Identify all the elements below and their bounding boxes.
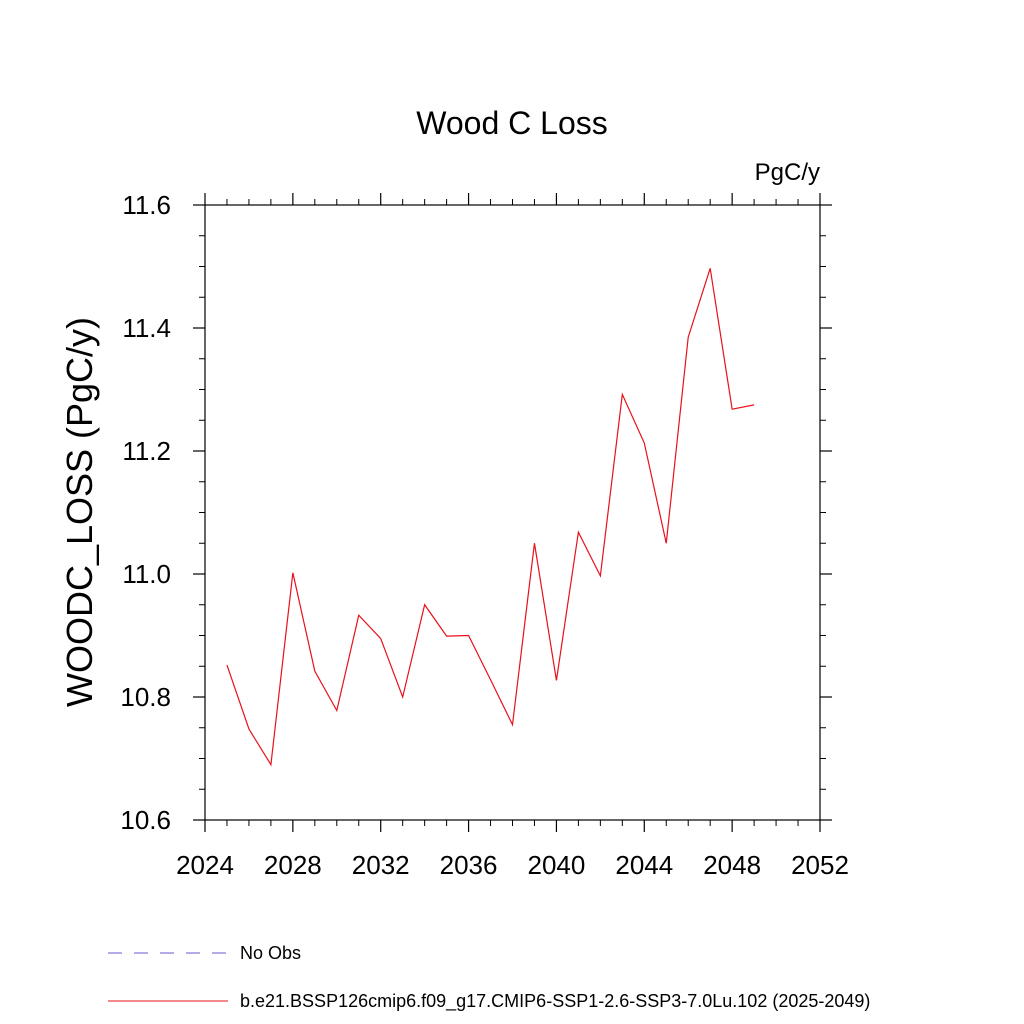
x-tick-label: 2032: [352, 850, 410, 880]
plot-frame: [204, 204, 821, 821]
y-tick-label: 11.6: [122, 190, 171, 220]
x-tick-label: 2036: [440, 850, 498, 880]
legend: No Obs b.e21.BSSP126cmip6.f09_g17.CMIP6-S…: [108, 943, 870, 1012]
y-tick-label: 11.4: [122, 313, 171, 343]
x-tick-labels: 2024 2028 2032 2036 2040 2044 2048 2052: [176, 850, 849, 880]
x-tick-label: 2048: [703, 850, 761, 880]
y-tick-label: 10.8: [120, 682, 171, 712]
x-tick-label: 2040: [528, 850, 586, 880]
legend-label-0: No Obs: [240, 943, 301, 963]
chart-title: Wood C Loss: [416, 105, 608, 141]
axis-ticks: [193, 193, 832, 832]
series-layer: [226, 268, 755, 767]
x-tick-label: 2044: [615, 850, 673, 880]
y-axis-label: WOODC_LOSS (PgC/y): [59, 317, 100, 707]
y-tick-labels: 10.6 10.8 11.0 11.2 11.4 11.6: [120, 190, 171, 835]
y-tick-label: 11.2: [122, 436, 171, 466]
x-tick-label: 2024: [176, 850, 234, 880]
x-tick-label: 2028: [264, 850, 322, 880]
y-tick-label: 10.6: [120, 805, 171, 835]
legend-label-1: b.e21.BSSP126cmip6.f09_g17.CMIP6-SSP1-2.…: [240, 991, 870, 1012]
x-tick-label: 2052: [791, 850, 849, 880]
y-tick-label: 11.0: [122, 559, 171, 589]
units-label: PgC/y: [755, 159, 820, 186]
series-line-0: [226, 268, 755, 767]
